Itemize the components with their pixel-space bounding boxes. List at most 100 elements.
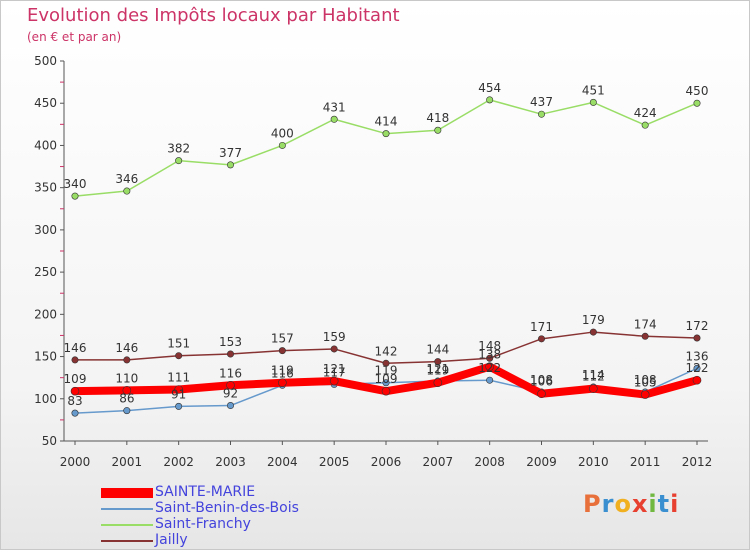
data-label: 91 bbox=[171, 387, 186, 401]
logo-letter: i bbox=[670, 490, 680, 518]
y-tick-label: 350 bbox=[34, 181, 57, 195]
data-point bbox=[227, 350, 235, 358]
logo-letter: t bbox=[657, 490, 671, 518]
data-point bbox=[486, 96, 494, 104]
data-label: 138 bbox=[478, 348, 501, 362]
data-label: 119 bbox=[426, 364, 449, 378]
data-point bbox=[382, 379, 390, 387]
data-label: 159 bbox=[323, 330, 346, 344]
data-label: 121 bbox=[426, 362, 449, 376]
data-label: 171 bbox=[530, 320, 553, 334]
y-tick-label: 200 bbox=[34, 307, 57, 321]
data-label: 146 bbox=[115, 341, 138, 355]
x-tick-label: 2003 bbox=[215, 455, 246, 469]
logo-letter: i bbox=[648, 490, 658, 518]
data-label: 382 bbox=[167, 142, 190, 156]
data-label: 451 bbox=[582, 83, 605, 97]
data-labels-layer: 340 346 382 377 400 431 414 418 454 437 451 424 450 1… bbox=[64, 81, 709, 408]
data-label: 114 bbox=[582, 368, 605, 382]
data-label: 121 bbox=[323, 362, 346, 376]
y-tick-label: 250 bbox=[34, 265, 57, 279]
x-tick-label: 2002 bbox=[163, 455, 194, 469]
data-point bbox=[692, 375, 702, 385]
data-point bbox=[693, 334, 701, 342]
data-label: 377 bbox=[219, 146, 242, 160]
data-label: 109 bbox=[64, 372, 87, 386]
data-point bbox=[485, 362, 494, 371]
x-tick-label: 2001 bbox=[112, 455, 143, 469]
data-point bbox=[537, 389, 546, 399]
data-point bbox=[589, 328, 597, 336]
data-label: 108 bbox=[530, 373, 553, 387]
data-point bbox=[486, 376, 494, 384]
x-tick-label: 2010 bbox=[578, 455, 609, 469]
data-label: 346 bbox=[115, 172, 138, 186]
data-label: 431 bbox=[323, 100, 346, 114]
data-label: 144 bbox=[426, 343, 449, 357]
legend-label: Saint-Franchy bbox=[155, 516, 251, 532]
data-label: 92 bbox=[223, 387, 238, 401]
data-point bbox=[433, 378, 443, 388]
data-point bbox=[434, 126, 442, 134]
data-point bbox=[641, 332, 649, 340]
data-point bbox=[382, 359, 390, 367]
data-point bbox=[71, 192, 79, 200]
x-tick-label: 2006 bbox=[371, 455, 402, 469]
legend-swatch bbox=[101, 524, 153, 526]
data-point bbox=[381, 386, 391, 396]
data-point bbox=[278, 378, 287, 388]
data-point bbox=[693, 364, 701, 372]
x-tick-label: 2012 bbox=[682, 455, 713, 469]
y-tick-label: 400 bbox=[34, 138, 57, 152]
data-point bbox=[537, 335, 545, 343]
y-tick-label: 50 bbox=[42, 434, 57, 448]
data-label: 179 bbox=[582, 313, 605, 327]
data-label: 450 bbox=[686, 84, 709, 98]
data-point bbox=[537, 110, 545, 118]
logo-letter: P bbox=[583, 490, 602, 518]
data-label: 400 bbox=[271, 126, 294, 140]
x-tick-label: 2005 bbox=[319, 455, 350, 469]
series-layer bbox=[70, 96, 702, 417]
y-tick-label: 150 bbox=[34, 350, 57, 364]
logo-letter: x bbox=[631, 490, 649, 518]
data-label: 116 bbox=[219, 366, 242, 380]
data-point bbox=[123, 187, 131, 195]
data-label: 414 bbox=[375, 115, 398, 129]
legend-swatch bbox=[101, 488, 153, 498]
data-point bbox=[175, 352, 183, 360]
data-label: 340 bbox=[64, 177, 87, 191]
x-tick-label: 2007 bbox=[423, 455, 454, 469]
data-point bbox=[434, 358, 442, 366]
data-label: 111 bbox=[167, 370, 190, 384]
data-label: 112 bbox=[582, 370, 605, 384]
y-tick-label: 450 bbox=[34, 96, 57, 110]
data-label: 110 bbox=[115, 371, 138, 385]
data-point bbox=[329, 376, 339, 386]
data-point bbox=[123, 356, 131, 364]
data-point bbox=[227, 402, 235, 410]
data-label: 86 bbox=[119, 392, 134, 406]
data-point bbox=[693, 99, 701, 107]
data-label: 146 bbox=[64, 341, 87, 355]
data-label: 454 bbox=[478, 81, 501, 95]
x-tick-label: 2011 bbox=[630, 455, 661, 469]
data-point bbox=[330, 345, 338, 353]
data-label: 148 bbox=[478, 339, 501, 353]
data-label: 153 bbox=[219, 335, 242, 349]
data-point bbox=[123, 407, 131, 415]
data-label: 116 bbox=[271, 366, 294, 380]
data-point bbox=[226, 380, 235, 390]
y-tick-label: 100 bbox=[34, 392, 57, 406]
legend-label: Jailly bbox=[155, 532, 188, 548]
data-point bbox=[175, 402, 183, 410]
data-point bbox=[589, 98, 597, 106]
proxiti-logo: Proxiti bbox=[583, 490, 679, 518]
data-point bbox=[641, 121, 649, 129]
legend-label: Saint-Benin-des-Bois bbox=[155, 500, 299, 516]
data-point bbox=[589, 384, 598, 393]
data-label: 122 bbox=[686, 361, 709, 375]
data-label: 174 bbox=[634, 317, 657, 331]
